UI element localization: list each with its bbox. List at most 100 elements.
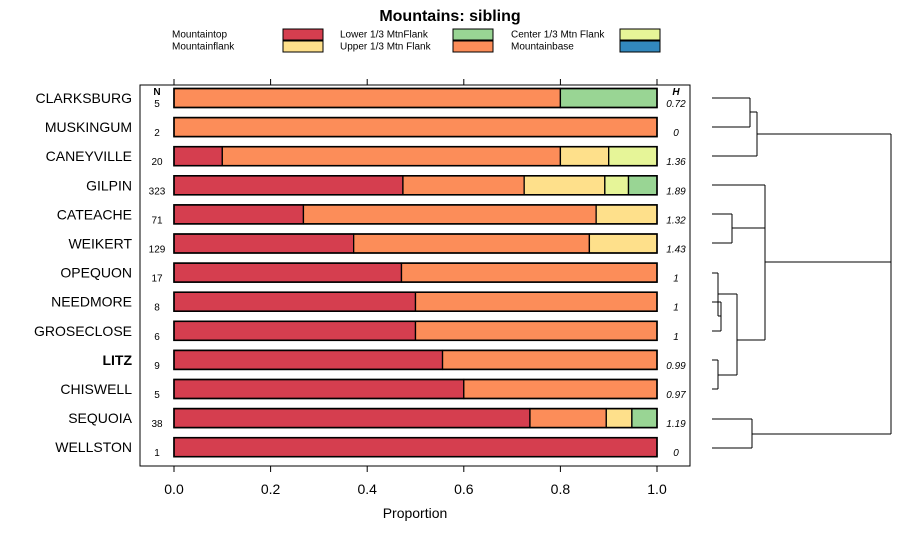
bar-outline-cateache xyxy=(173,204,658,225)
bar-segment-caneyville-2 xyxy=(559,146,610,167)
bar-segment-caneyville-3 xyxy=(608,146,658,167)
plot-frame xyxy=(139,84,691,467)
category-label-opequon: OPEQUON xyxy=(60,265,132,281)
n-value-needmore: 8 xyxy=(154,303,160,314)
legend-label-mountainbase: Mountainbase xyxy=(511,42,574,53)
n-value-litz: 9 xyxy=(154,361,160,372)
row-needmore: NEEDMORE 8 1 xyxy=(51,291,679,314)
h-value-weikert: 1.43 xyxy=(666,245,686,256)
category-label-cateache: CATEACHE xyxy=(57,206,132,222)
legend-swatch-mountainflank xyxy=(282,40,324,53)
n-value-chiswell: 5 xyxy=(154,390,160,401)
bar-outline-gilpin xyxy=(173,175,658,196)
bar-segment-clarksburg-4 xyxy=(559,87,658,109)
category-label-clarksburg: CLARKSBURG xyxy=(36,90,132,106)
bar-segment-wellston-0 xyxy=(173,437,658,458)
legend-label-mountainflank: Mountainflank xyxy=(172,42,235,53)
row-opequon: OPEQUON 17 1 xyxy=(60,262,679,285)
row-litz: LITZ 9 0.99 xyxy=(102,349,686,372)
bar-segment-cateache-2 xyxy=(595,204,658,225)
h-value-opequon: 1 xyxy=(673,274,679,285)
bar-segment-gilpin-1 xyxy=(402,175,525,196)
legend-label-mountaintop: Mountaintop xyxy=(172,30,227,41)
row-sequoia: SEQUOIA 38 1.19 xyxy=(68,407,686,430)
dendro-node-7 xyxy=(717,360,737,389)
category-label-caneyville: CANEYVILLE xyxy=(46,148,132,164)
category-label-litz: LITZ xyxy=(102,352,132,368)
bar-outline-caneyville xyxy=(173,145,658,167)
bar-segment-sequoia-4 xyxy=(631,407,658,429)
dendro-node-2 xyxy=(756,112,891,156)
n-value-caneyville: 20 xyxy=(151,157,163,168)
legend-swatch-upper-1-3-mtn-flank xyxy=(452,40,494,53)
bar-segment-litz-1 xyxy=(441,349,658,371)
category-label-groseclose: GROSECLOSE xyxy=(34,323,132,339)
category-label-weikert: WEIKERT xyxy=(68,236,132,252)
dendro-node-8 xyxy=(736,294,765,375)
bar-outline-litz xyxy=(173,349,658,371)
bar-outline-weikert xyxy=(173,233,658,254)
bar-segment-caneyville-1 xyxy=(221,146,562,167)
x-tick-label-1: 0.2 xyxy=(261,481,281,497)
x-tick-label-0: 0.0 xyxy=(164,481,184,497)
dendro-node-1 xyxy=(749,98,757,127)
legend-label-lower-1-3-mtnflank: Lower 1/3 MtnFlank xyxy=(340,30,429,41)
x-tick-label-4: 0.8 xyxy=(551,481,571,497)
bar-segment-gilpin-0 xyxy=(173,175,404,196)
bar-outline-muskingum xyxy=(173,116,658,138)
bar-outline-needmore xyxy=(173,291,658,313)
bar-segment-gilpin-3 xyxy=(604,175,630,196)
x-axis-title: Proportion xyxy=(383,505,448,521)
bar-segment-gilpin-2 xyxy=(523,175,606,196)
x-tick-label-3: 0.6 xyxy=(454,481,474,497)
bar-segment-opequon-0 xyxy=(173,262,403,283)
bar-segment-groseclose-0 xyxy=(173,320,417,341)
category-label-gilpin: GILPIN xyxy=(86,177,132,193)
n-value-muskingum: 2 xyxy=(154,128,160,139)
dendro-node-11 xyxy=(751,419,891,448)
bar-outline-opequon xyxy=(173,262,658,283)
h-value-caneyville: 1.36 xyxy=(666,157,686,168)
bar-segment-groseclose-1 xyxy=(414,320,658,341)
bar-segment-gilpin-4 xyxy=(627,175,658,196)
bar-outline-chiswell xyxy=(173,378,658,400)
legend-label-upper-1-3-mtn-flank: Upper 1/3 Mtn Flank xyxy=(340,42,432,53)
bar-segment-caneyville-0 xyxy=(173,146,223,167)
n-value-groseclose: 6 xyxy=(154,332,160,343)
category-label-sequoia: SEQUOIA xyxy=(68,410,132,426)
bar-segment-sequoia-1 xyxy=(529,407,607,429)
bar-segment-clarksburg-1 xyxy=(173,87,562,109)
h-value-wellston: 0 xyxy=(673,448,679,459)
legend-swatch-lower-1-3-mtnflank xyxy=(452,28,494,41)
n-header: N xyxy=(153,87,160,98)
row-cateache: CATEACHE 71 1.32 xyxy=(57,204,686,226)
bar-segment-cateache-0 xyxy=(173,204,305,225)
h-value-groseclose: 1 xyxy=(673,332,679,343)
h-value-clarksburg: 0.72 xyxy=(666,99,686,110)
x-tick-label-5: 1.0 xyxy=(647,481,667,497)
bar-segment-weikert-0 xyxy=(173,233,355,254)
row-wellston: WELLSTON 1 0 xyxy=(55,436,679,459)
bar-outline-wellston xyxy=(173,436,658,458)
bar-segment-needmore-0 xyxy=(173,291,417,312)
chart-title: Mountains: sibling xyxy=(379,8,520,25)
n-value-cateache: 71 xyxy=(151,215,163,226)
row-caneyville: CANEYVILLE 20 1.36 xyxy=(46,145,686,168)
n-value-clarksburg: 5 xyxy=(154,99,160,110)
bar-segment-sequoia-0 xyxy=(173,407,531,429)
h-value-gilpin: 1.89 xyxy=(666,186,686,197)
bar-segment-muskingum-1 xyxy=(173,116,658,138)
bar-outline-sequoia xyxy=(173,407,658,429)
row-weikert: WEIKERT 129 1.43 xyxy=(68,233,686,256)
row-gilpin: GILPIN 323 1.89 xyxy=(86,175,686,197)
category-label-muskingum: MUSKINGUM xyxy=(45,119,132,135)
bar-segment-cateache-1 xyxy=(302,204,597,225)
bar-segment-litz-0 xyxy=(173,349,444,371)
category-label-needmore: NEEDMORE xyxy=(51,294,132,310)
bar-segment-needmore-1 xyxy=(414,291,658,312)
row-muskingum: MUSKINGUM 2 0 xyxy=(45,116,679,139)
h-value-muskingum: 0 xyxy=(673,128,679,139)
